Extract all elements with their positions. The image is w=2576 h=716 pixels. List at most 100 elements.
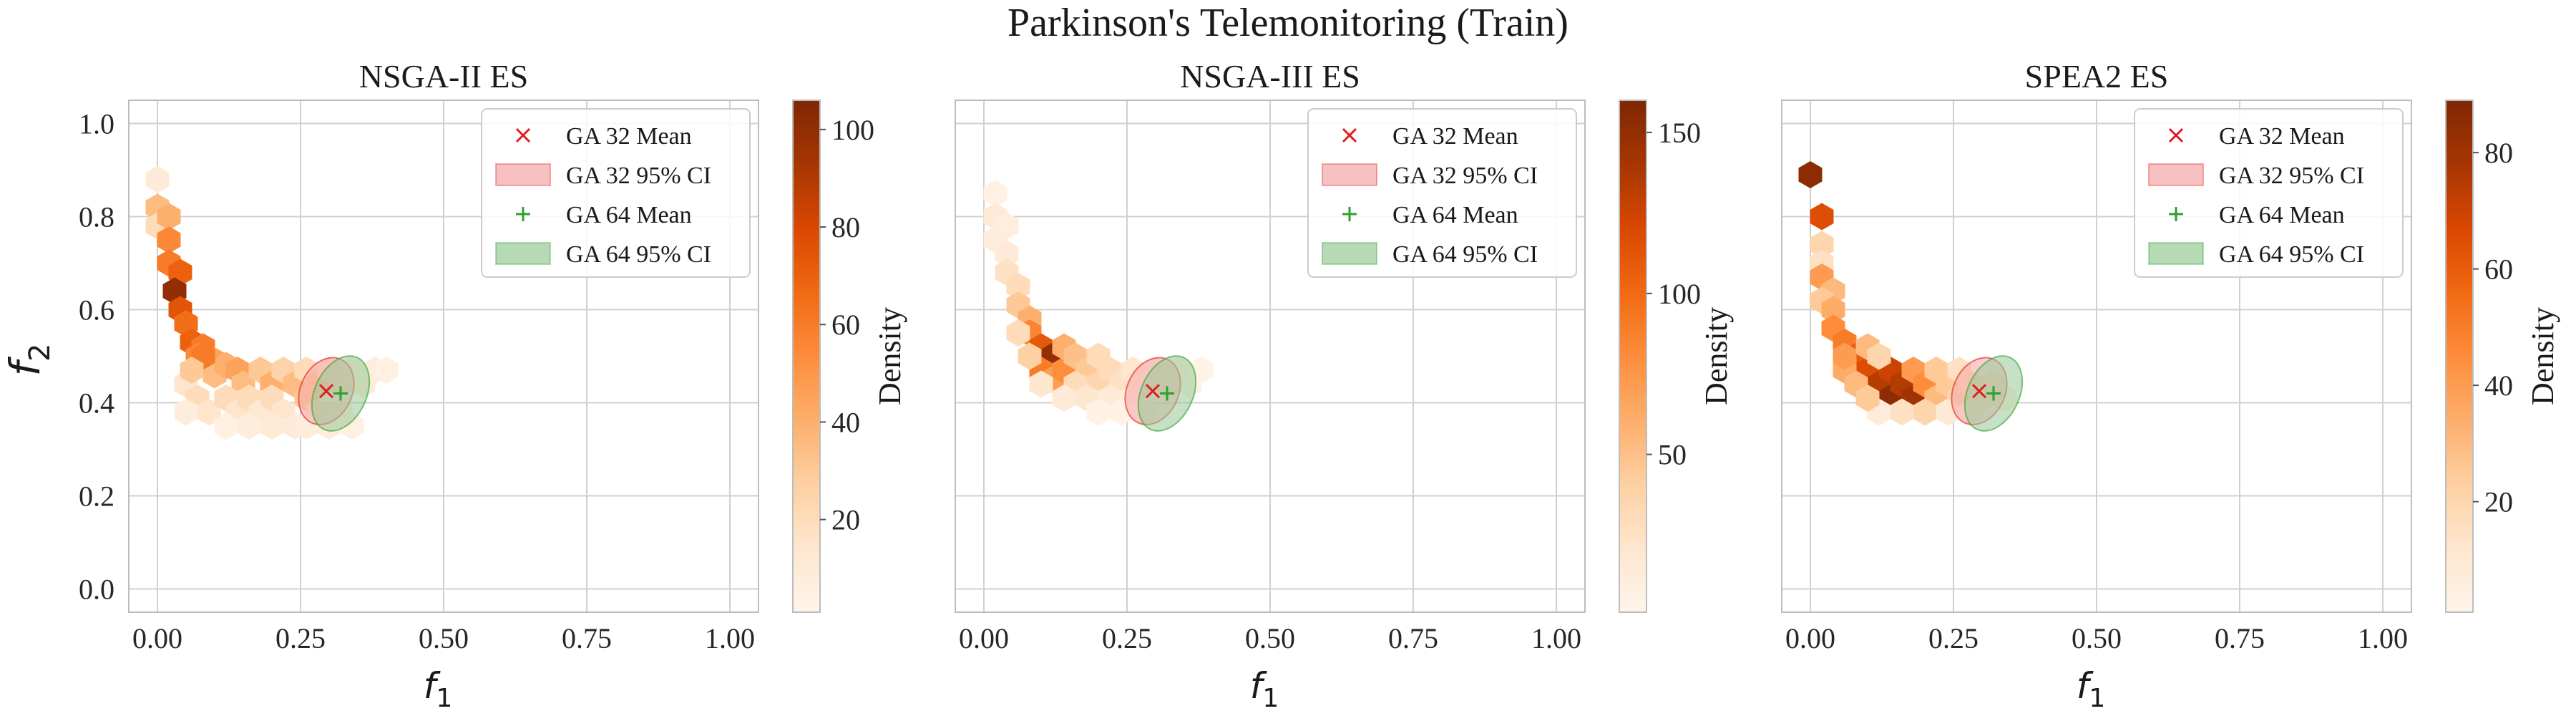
legend-entry-label: GA 64 Mean	[566, 202, 692, 228]
legend-ga32-ci-swatch	[1322, 163, 1377, 186]
x-tick-label: 0.25	[275, 622, 326, 654]
plot-frame	[128, 100, 759, 613]
x-axis-label: f1	[424, 665, 453, 713]
hexbin-cell	[1890, 398, 1914, 426]
colorbar-tick-label: 20	[2484, 486, 2513, 518]
x-tick-label: 0.25	[1928, 622, 1979, 654]
plot-frame	[955, 100, 1586, 613]
x-tick-label: 0.25	[1102, 622, 1152, 654]
legend-entry-label: GA 32 Mean	[1392, 123, 1518, 150]
y-tick-label: 0.8	[79, 201, 114, 233]
colorbar-label: Density	[872, 307, 907, 405]
legend: GA 32 Mean GA 32 95% CI GA 64 Mean GA 64 95…	[1307, 108, 1577, 278]
hexbin-layer	[145, 165, 399, 440]
colorbar-tick-label: 100	[1658, 278, 1701, 310]
hexbin-cell	[197, 398, 221, 426]
hexbin-cell	[1867, 342, 1891, 370]
colorbar: 20 40 60 80 Density	[2445, 100, 2560, 613]
legend-entry-label: GA 64 95% CI	[566, 241, 711, 268]
hexbin-cell	[180, 357, 204, 384]
colorbar-tick-label: 40	[2484, 369, 2513, 402]
hexbin-cell	[1006, 273, 1030, 300]
x-tick-label: 0.75	[2215, 622, 2265, 654]
x-tick-label: 1.00	[2358, 622, 2408, 654]
x-tick-label: 0.50	[2072, 622, 2122, 654]
legend-box	[2134, 108, 2404, 278]
hexbin-cell	[157, 203, 181, 231]
legend-entry-label: GA 64 Mean	[2219, 202, 2345, 228]
legend-box	[481, 108, 751, 278]
hexbin-cell	[1810, 203, 1834, 231]
hexbin-cell	[1833, 342, 1857, 370]
legend-entry-label: GA 64 95% CI	[2219, 241, 2364, 268]
colorbar-gradient	[2445, 100, 2474, 613]
hexbin-cell	[995, 240, 1019, 268]
x-tick-label: 0.50	[1245, 622, 1295, 654]
colorbar-tick-label: 60	[831, 309, 860, 341]
legend-ga64-mean-marker	[1342, 207, 1357, 221]
hexbin-cell	[374, 357, 399, 384]
x-tick-label: 0.00	[132, 622, 182, 654]
hexbin-cell	[1810, 231, 1834, 258]
hexbin-cell	[983, 180, 1008, 207]
x-axis-label: f1	[2077, 665, 2106, 713]
ga32-mean-marker	[318, 384, 334, 399]
hexbin-cell	[214, 412, 238, 440]
hexbin-cell	[1855, 384, 1880, 412]
hexbin-cell	[1086, 398, 1111, 426]
y-tick-label: 1.0	[79, 108, 114, 140]
y-tick-label: 0.2	[79, 480, 114, 513]
x-tick-label: 0.75	[562, 622, 612, 654]
x-axis-label: f1	[1250, 665, 1279, 713]
x-axis-label-sub: 1	[1262, 684, 1279, 713]
legend-entry-label: GA 32 95% CI	[2219, 163, 2364, 189]
legend-ga32-mean-marker	[2168, 127, 2184, 143]
x-axis-label-sub: 1	[436, 684, 452, 713]
colorbar-tick-label: 50	[1658, 439, 1687, 471]
legend-ga64-ci-swatch	[2148, 242, 2204, 265]
panel-title: NSGA-II ES	[359, 58, 528, 95]
panel-1: NSGA-II ES 0.00 0.25 0.50 0.75 1.00 f1 0.0 0.2 0.…	[1, 58, 907, 713]
x-tick-label: 1.00	[705, 622, 755, 654]
legend-entry-label: GA 32 Mean	[566, 123, 692, 150]
ga64-mean-marker	[333, 386, 348, 401]
y-axis-label: f2	[1, 344, 57, 377]
colorbar-tick-label: 80	[2484, 137, 2513, 169]
x-axis-label-sub: 1	[2089, 684, 2105, 713]
hexbin-cell	[157, 226, 181, 253]
hexbin-cell	[1913, 398, 1937, 426]
legend-entry-label: GA 32 95% CI	[1392, 163, 1538, 189]
panel-title: SPEA2 ES	[2025, 58, 2169, 95]
x-tick-label: 1.00	[1531, 622, 1581, 654]
legend-ga64-mean-marker	[516, 207, 530, 221]
hexbin-cell	[1029, 370, 1053, 398]
y-tick-label: 0.0	[79, 574, 114, 606]
ga64-mean-marker	[1160, 386, 1174, 401]
hexbin-cell	[1018, 342, 1042, 370]
legend-ga32-mean-marker	[1342, 127, 1357, 143]
panels: NSGA-II ES 0.00 0.25 0.50 0.75 1.00 f1 0.0 0.2 0.…	[1, 58, 2560, 713]
legend-entry-label: GA 64 95% CI	[1392, 241, 1538, 268]
legend-entry-label: GA 32 95% CI	[566, 163, 711, 189]
panel-2: NSGA-III ES 0.00 0.25 0.50 0.75 1.00 f1 GA 32 M…	[955, 58, 1734, 713]
hexbin-cell	[1006, 319, 1030, 347]
y-tick-label: 0.6	[79, 294, 114, 326]
legend-entry-label: GA 64 Mean	[1392, 202, 1518, 228]
plot-frame	[1781, 100, 2412, 613]
legend-entry-label: GA 32 Mean	[2219, 123, 2345, 150]
legend: GA 32 Mean GA 32 95% CI GA 64 Mean GA 64 95…	[481, 108, 751, 278]
panel-title: NSGA-III ES	[1180, 58, 1360, 95]
legend-ga32-ci-swatch	[495, 163, 551, 186]
hexbin-cell	[1052, 384, 1076, 412]
x-tick-label: 0.75	[1388, 622, 1438, 654]
y-tick-label: 0.4	[79, 387, 114, 420]
colorbar-tick-label: 80	[831, 211, 860, 243]
hexbin-cell	[1798, 161, 1823, 188]
hexbin-cell	[145, 165, 170, 193]
ga64-mean-marker	[1986, 386, 2001, 401]
x-tick-label: 0.00	[959, 622, 1009, 654]
hexbin-cell	[260, 412, 284, 440]
colorbar-gradient	[1619, 100, 1647, 613]
colorbar: 20 40 60 80 100 Density	[792, 100, 907, 613]
